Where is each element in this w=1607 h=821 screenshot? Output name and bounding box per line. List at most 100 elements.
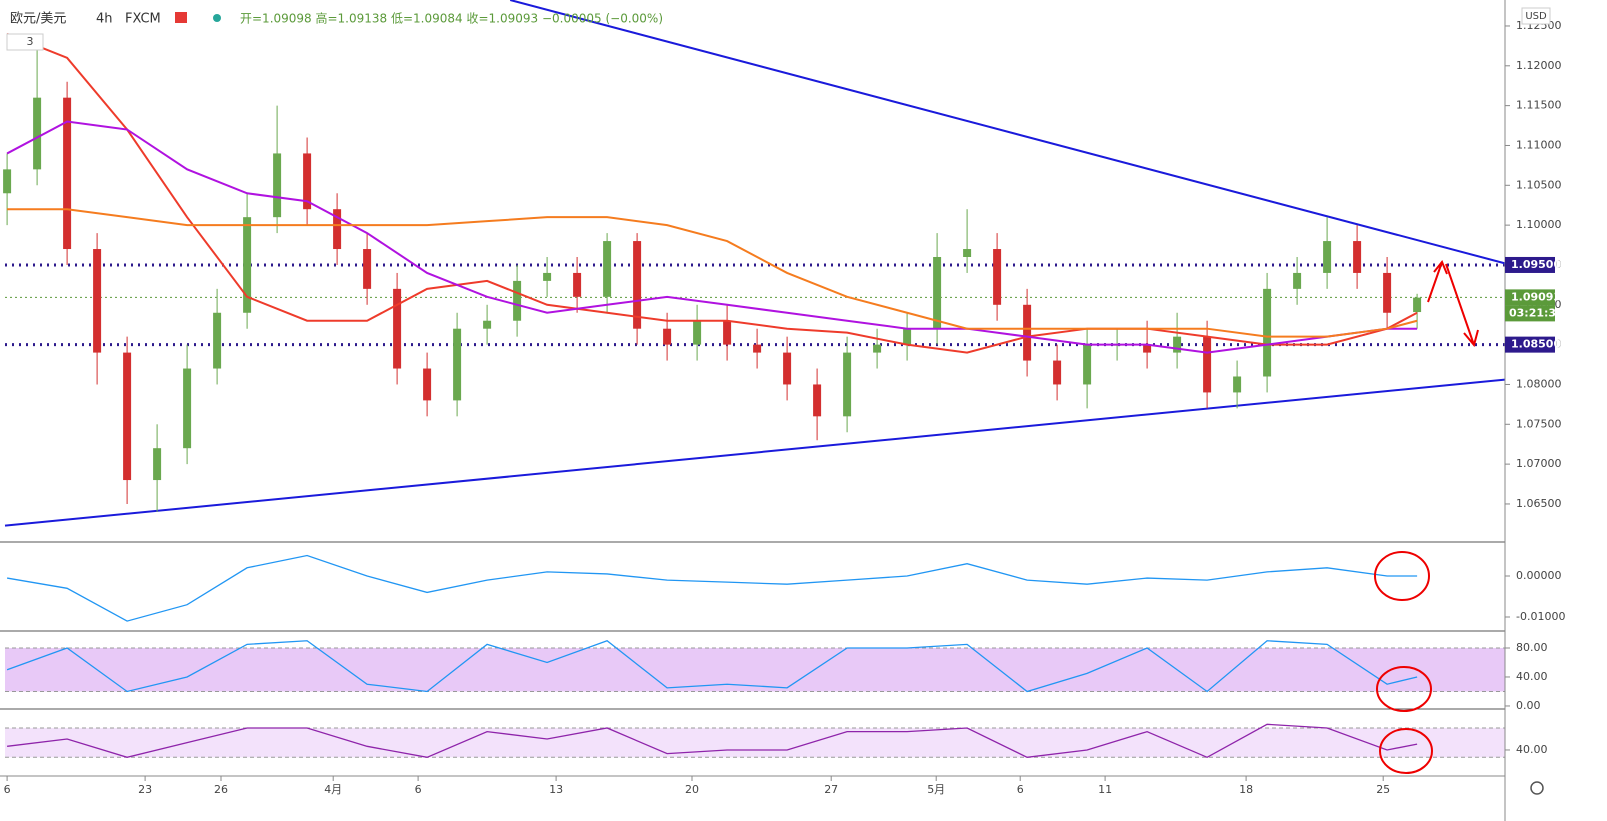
candle-body [483,320,492,329]
candle-body [213,312,222,369]
x-tick-label: 6 [1017,783,1024,796]
candle-body [333,209,342,250]
x-tick-label: 4月 [324,783,342,796]
x-tick-label: 6 [415,783,422,796]
y-tick-label: 1.10000 [1516,218,1562,231]
candle-body [243,217,252,313]
indicator-line [6,554,1418,622]
candle-body [1203,336,1212,393]
band [5,727,1505,758]
candle-body [1323,241,1332,273]
candle-body [963,249,972,257]
annotation-circle [1379,728,1433,774]
candle-body [423,368,432,401]
candle-body [453,328,462,401]
y-tick-label: 80.00 [1516,641,1548,654]
candle-body [513,280,522,321]
candle-body [693,320,702,345]
candle-body [393,288,402,369]
candle-body [363,249,372,289]
candle-body [183,368,192,449]
x-tick-label: 11 [1098,783,1112,796]
source: FXCM [125,12,161,27]
annotation-circle [1374,551,1430,601]
candle-body [573,272,582,297]
x-tick-label: 5月 [927,783,945,796]
band [5,647,1505,692]
price-tag-label: 1.09500 [1511,258,1561,271]
y-tick-label: 0.00 [1516,699,1541,712]
overlay: 1.06500 1.07000 1.07500 1.08000 1.08500 1.090… [4,19,1566,796]
candle-body [813,384,822,417]
candle-body [63,97,72,250]
countdown-tag [1505,305,1555,322]
candle-body [843,352,852,417]
price-tag [1505,289,1555,306]
candle-body [273,153,282,218]
flag-icon[interactable] [175,12,187,23]
y-tick-label: 1.12000 [1516,59,1562,72]
x-tick-label: 26 [214,783,228,796]
currency-box[interactable] [1521,7,1551,25]
y-tick-label: 1.08000 [1516,377,1562,390]
x-tick-label: 23 [138,783,152,796]
candle-body [723,320,732,345]
candle-body [993,249,1002,305]
y-tick-label: 1.11000 [1516,138,1562,151]
candle-body [1293,272,1302,289]
candle-body [33,97,42,170]
x-tick-label: 25 [1376,783,1390,796]
annotation-arrows [1427,260,1479,348]
settings-icon[interactable] [1530,781,1544,795]
y-tick-label: 40.00 [1516,670,1548,683]
candle-body [1173,336,1182,353]
candle-body [1263,288,1272,377]
interval: 4h [96,12,113,27]
trendline [509,0,1506,265]
candle-body [1083,344,1092,385]
candle-body [873,344,882,353]
countdown: 03:21:37 [1509,306,1564,319]
candle-body [633,241,642,329]
candle-body [903,328,912,345]
candle-body [933,256,942,329]
x-tick-label: 27 [824,783,838,796]
y-tick-label: 1.07500 [1516,417,1562,430]
price-tag [1505,336,1555,353]
candle-body [543,272,552,281]
symbol: 欧元/美元 [10,12,66,27]
ohlc-values: 开=1.09098 高=1.09138 低=1.09084 收=1.09093 … [240,11,663,26]
x-tick-label: 20 [685,783,699,796]
candle-body [1143,344,1152,353]
x-tick-label: 18 [1239,783,1253,796]
y-tick-label: -0.01000 [1516,610,1565,623]
candle-body [603,241,612,297]
price-tag-label: 1.09093 [1511,290,1561,303]
ma-line [6,33,1418,354]
badge[interactable]: 3 [27,35,34,48]
candle-body [153,448,162,481]
price-tag [1505,256,1555,273]
candle-body [1023,304,1032,361]
candle-body [1383,272,1392,313]
price-tag-label: 1.08500 [1511,338,1561,351]
y-tick-label: 1.06500 [1516,497,1562,510]
ma-line [6,120,1418,354]
candle-body [753,344,762,353]
candle-body [3,169,12,194]
status-dot [213,14,221,22]
ma-line [7,208,1418,338]
x-tick-label: 13 [549,783,563,796]
indicator-line [7,723,1418,759]
y-tick-label: 1.11500 [1516,99,1562,112]
y-tick-label: 1.10500 [1516,178,1562,191]
x-tick-label: 6 [4,783,11,796]
candle-body [123,352,132,481]
currency[interactable]: USD [1525,11,1547,22]
candle-body [1233,376,1242,393]
indicator-toggle[interactable] [6,33,44,51]
y-tick-label: 40.00 [1516,743,1548,756]
candle-body [1353,241,1362,273]
